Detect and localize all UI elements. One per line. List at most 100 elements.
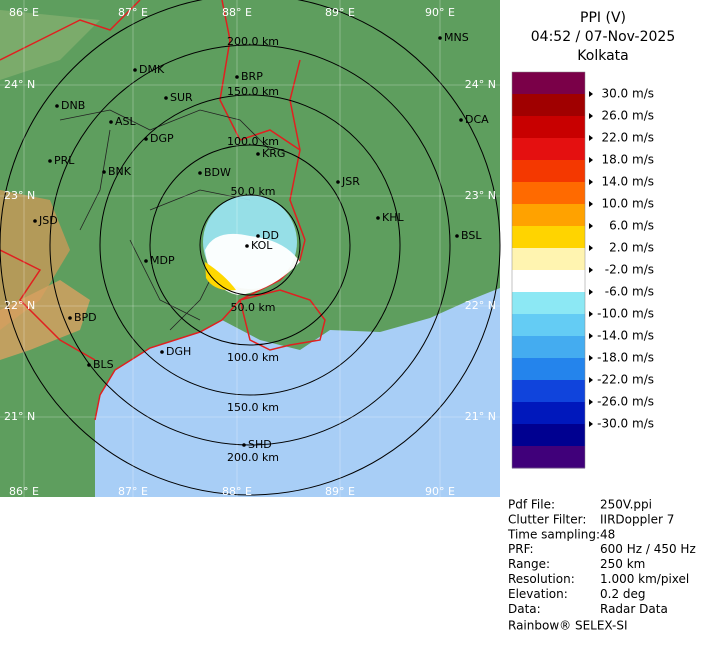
city-label: MDP (150, 254, 175, 267)
city-dot (164, 96, 168, 100)
city-dot (33, 219, 37, 223)
legend-swatch (512, 72, 585, 95)
lon-label: 87° E (118, 485, 148, 498)
range-ring (149, 144, 351, 346)
city-label: JSR (341, 175, 360, 188)
lon-label: 86° E (9, 485, 39, 498)
lon-label: 90° E (425, 6, 455, 19)
lat-label: 22° N (4, 299, 35, 312)
legend-swatch (512, 248, 585, 271)
range-label: 50.0 km (230, 185, 275, 198)
legend-swatch (512, 314, 585, 337)
city-label: DGH (166, 345, 191, 358)
city-label: BNK (108, 165, 132, 178)
legend-swatch (512, 160, 585, 183)
city-label: BPD (74, 311, 97, 324)
city-dot (235, 75, 239, 79)
lat-label: 23° N (465, 189, 496, 202)
city-label: DCA (465, 113, 489, 126)
city-label: BLS (93, 358, 114, 371)
info-value: 0.2 deg (600, 587, 646, 601)
district-boundary (59, 109, 271, 331)
range-label: 150.0 km (227, 85, 279, 98)
city-label: BDW (204, 166, 231, 179)
legend-swatch (512, 182, 585, 205)
border (0, 0, 306, 421)
legend-label: 10.0 m/s (601, 197, 654, 211)
city-dot (160, 350, 164, 354)
legend-pointer (589, 201, 593, 207)
info-value: Radar Data (600, 602, 668, 616)
city-dot (133, 68, 137, 72)
city-label: KOL (251, 239, 273, 252)
map-labels: 86° E 86° E 87° E 87° E 88° E 88° E 89° E 89° E… (4, 6, 496, 498)
legend-swatch (512, 336, 585, 359)
city-label: MNS (444, 31, 469, 44)
legend-label: -14.0 m/s (597, 329, 654, 343)
header-line: 04:52 / 07-Nov-2025 (531, 29, 675, 45)
legend-swatch (512, 358, 585, 381)
info-value: IIRDoppler 7 (600, 512, 674, 526)
legend-pointer (589, 399, 593, 405)
lat-label: 21° N (465, 410, 496, 423)
lat-label: 23° N (4, 189, 35, 202)
city-label: DNB (61, 99, 85, 112)
lon-label: 86° E (9, 6, 39, 19)
legend-label: 14.0 m/s (601, 175, 654, 189)
info-label: Time sampling: (507, 527, 600, 541)
legend-pointer (589, 267, 593, 273)
lat-label: 24° N (4, 78, 35, 91)
info-label: Range: (508, 557, 550, 571)
info-label: Resolution: (508, 572, 575, 586)
legend-pointer (589, 421, 593, 427)
terrain (0, 190, 70, 330)
city-dot (376, 216, 380, 220)
range-ring (0, 0, 501, 496)
city-label: DD (262, 229, 279, 242)
legend-pointer (589, 311, 593, 317)
map (0, 0, 501, 497)
legend-label: 22.0 m/s (601, 131, 654, 145)
terrain (0, 10, 100, 80)
legend-swatch (512, 402, 585, 425)
legend-label: 26.0 m/s (601, 109, 654, 123)
legend-swatch (512, 270, 585, 293)
info-label: Pdf File: (508, 498, 555, 512)
city-dot (144, 137, 148, 141)
lon-label: 90° E (425, 485, 455, 498)
range-label: 100.0 km (227, 135, 279, 148)
info-value: 48 (600, 527, 615, 541)
city-label: SUR (170, 91, 193, 104)
city-dot (55, 104, 59, 108)
city-label: KRG (262, 147, 285, 160)
legend-swatch (512, 424, 585, 447)
city-dot (242, 443, 246, 447)
terrain (0, 280, 90, 360)
echo-outbound (205, 262, 236, 291)
legend-label: -26.0 m/s (597, 395, 654, 409)
city-label: SHD (248, 438, 272, 451)
city-label: BSL (461, 229, 482, 242)
city-dot (68, 316, 72, 320)
info-value: 600 Hz / 450 Hz (600, 542, 696, 556)
side-panel: PPI (V) 04:52 / 07-Nov-2025 Kolkata 30.0 m/… (507, 10, 696, 633)
header-line: PPI (V) (580, 10, 626, 26)
city-dot (109, 120, 113, 124)
city-label: JSD (38, 214, 58, 227)
info-value: 1.000 km/pixel (600, 572, 689, 586)
legend-swatch (512, 292, 585, 315)
city-dot (336, 180, 340, 184)
info-label: Data: (508, 602, 541, 616)
graticule (0, 0, 500, 497)
legend-label: -22.0 m/s (597, 373, 654, 387)
legend-swatch (512, 116, 585, 139)
legend-pointer (589, 245, 593, 251)
lon-label: 89° E (325, 485, 355, 498)
lon-label: 88° E (222, 485, 252, 498)
legend-swatch (512, 380, 585, 403)
legend-pointer (589, 135, 593, 141)
legend-swatch (512, 138, 585, 161)
legend-pointer (589, 113, 593, 119)
info-value: 250 km (600, 557, 645, 571)
legend-label: -10.0 m/s (597, 307, 654, 321)
